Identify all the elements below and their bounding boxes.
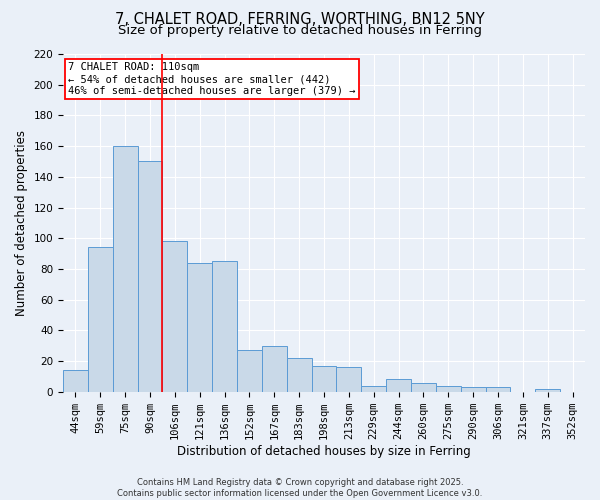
Y-axis label: Number of detached properties: Number of detached properties xyxy=(15,130,28,316)
Bar xyxy=(287,358,311,392)
Text: Contains HM Land Registry data © Crown copyright and database right 2025.
Contai: Contains HM Land Registry data © Crown c… xyxy=(118,478,482,498)
Bar xyxy=(436,386,461,392)
Bar xyxy=(535,388,560,392)
Bar xyxy=(88,248,113,392)
Bar xyxy=(411,382,436,392)
X-axis label: Distribution of detached houses by size in Ferring: Distribution of detached houses by size … xyxy=(177,444,471,458)
Bar xyxy=(461,387,485,392)
Bar xyxy=(262,346,287,392)
Text: Size of property relative to detached houses in Ferring: Size of property relative to detached ho… xyxy=(118,24,482,37)
Bar xyxy=(337,367,361,392)
Bar xyxy=(386,380,411,392)
Text: 7, CHALET ROAD, FERRING, WORTHING, BN12 5NY: 7, CHALET ROAD, FERRING, WORTHING, BN12 … xyxy=(115,12,485,28)
Bar xyxy=(137,162,163,392)
Bar xyxy=(237,350,262,392)
Bar xyxy=(361,386,386,392)
Bar xyxy=(63,370,88,392)
Bar xyxy=(113,146,137,392)
Bar xyxy=(187,263,212,392)
Bar xyxy=(311,366,337,392)
Text: 7 CHALET ROAD: 110sqm
← 54% of detached houses are smaller (442)
46% of semi-det: 7 CHALET ROAD: 110sqm ← 54% of detached … xyxy=(68,62,356,96)
Bar xyxy=(163,242,187,392)
Bar xyxy=(485,387,511,392)
Bar xyxy=(212,261,237,392)
